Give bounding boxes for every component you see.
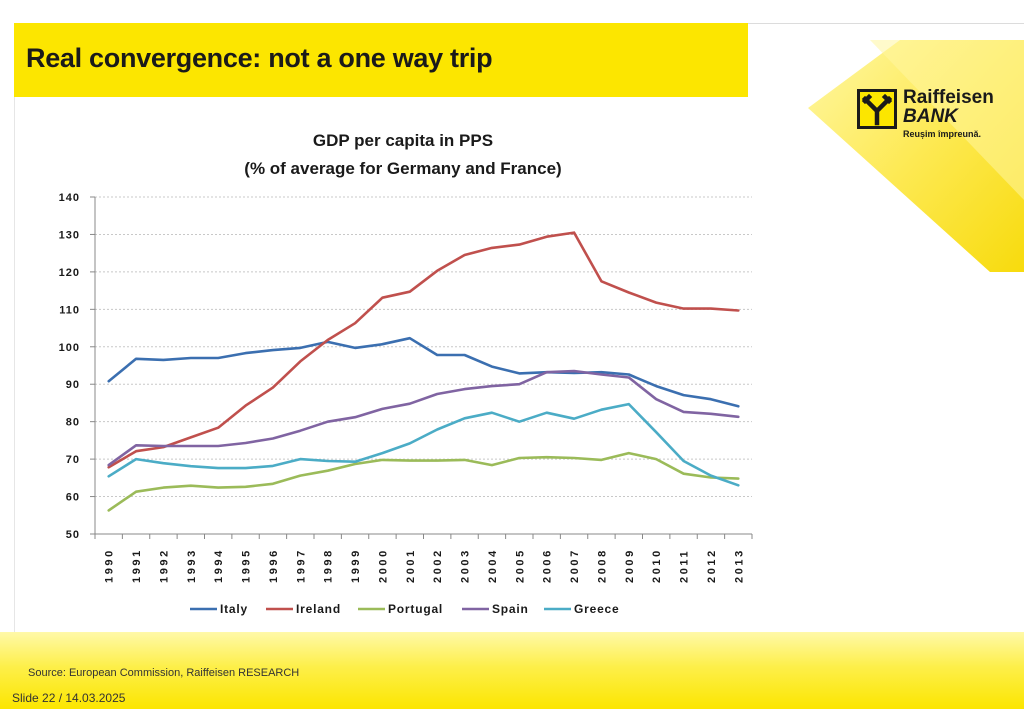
series-line-ireland	[107, 231, 740, 469]
y-tick-label: 50	[66, 529, 80, 541]
y-tick-label: 90	[66, 379, 80, 391]
gdp-line-chart: GDP per capita in PPS (% of average for G…	[59, 131, 753, 616]
y-tick-label: 70	[66, 454, 80, 466]
x-tick-label: 2002	[432, 548, 444, 583]
footer-band	[0, 632, 1024, 709]
x-tick-label: 2007	[569, 548, 581, 583]
x-tick-label: 2011	[679, 549, 691, 583]
x-tick-label: 1997	[295, 548, 307, 583]
legend-label: Greece	[574, 602, 620, 616]
left-divider	[14, 97, 15, 637]
x-tick-label: 1999	[350, 548, 362, 583]
x-tick-label: 2003	[460, 548, 472, 583]
y-tick-label: 60	[66, 492, 80, 504]
y-tick-label: 130	[59, 229, 80, 241]
x-tick-label: 1994	[213, 548, 225, 583]
x-tick-label: 1991	[131, 548, 143, 583]
chart-title-line2: (% of average for Germany and France)	[244, 159, 561, 178]
y-tick-label: 110	[59, 304, 80, 316]
y-tick-label: 100	[59, 342, 80, 354]
x-tick-label: 1995	[241, 548, 253, 583]
y-tick-label: 140	[59, 192, 80, 204]
x-tick-label: 2000	[377, 548, 389, 583]
top-divider	[748, 23, 1024, 24]
x-tick-label: 2012	[706, 548, 718, 583]
logo-tagline: Reușim împreună.	[903, 129, 982, 139]
title-bar: Real convergence: not a one way trip	[14, 23, 748, 97]
x-tick-label: 2009	[624, 548, 636, 583]
x-tick-label: 1990	[104, 548, 116, 583]
x-tick-label: 2004	[487, 548, 499, 583]
x-tick-label: 1998	[323, 548, 335, 583]
series-line-portugal	[107, 451, 740, 512]
x-tick-label: 2010	[651, 548, 663, 583]
legend-label: Italy	[220, 602, 248, 616]
slide-title: Real convergence: not a one way trip	[26, 43, 493, 73]
source-note: Source: European Commission, Raiffeisen …	[28, 667, 300, 679]
y-tick-label: 120	[59, 267, 80, 279]
series-line-greece	[107, 402, 740, 487]
x-tick-label: 1996	[268, 548, 280, 583]
legend-label: Ireland	[296, 602, 341, 616]
logo-name: Raiffeisen	[903, 87, 994, 108]
raiffeisen-gable-icon	[857, 89, 897, 129]
x-tick-label: 1993	[186, 548, 198, 583]
x-tick-label: 1992	[158, 548, 170, 583]
x-tick-label: 2005	[514, 548, 526, 583]
slide-number: Slide 22 / 14.03.2025	[12, 691, 126, 705]
legend-label: Portugal	[388, 602, 443, 616]
series-line-italy	[107, 336, 740, 408]
x-tick-label: 2001	[405, 548, 417, 583]
logo-bank: BANK	[903, 106, 958, 127]
legend-label: Spain	[492, 602, 529, 616]
x-tick-label: 2006	[542, 548, 554, 583]
x-tick-label: 2008	[596, 548, 608, 583]
chart-title-line1: GDP per capita in PPS	[313, 131, 493, 150]
y-tick-label: 80	[66, 417, 80, 429]
series-line-spain	[107, 369, 740, 467]
x-tick-label: 2013	[733, 548, 745, 583]
